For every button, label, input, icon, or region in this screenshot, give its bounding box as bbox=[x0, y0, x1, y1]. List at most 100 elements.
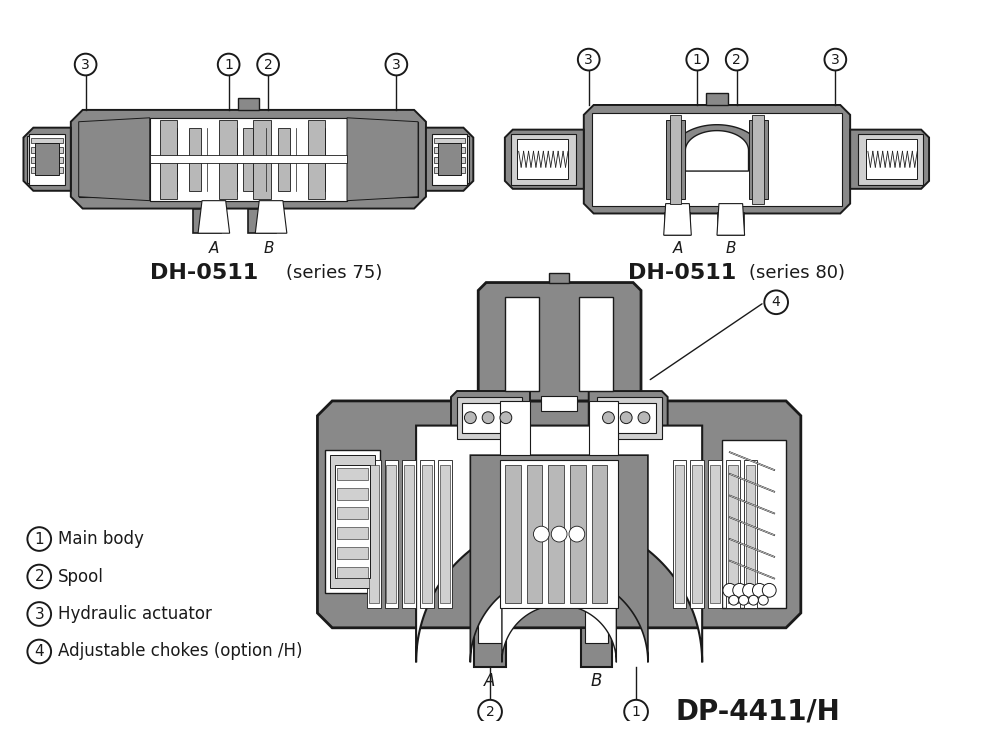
Bar bbox=[278, 128, 289, 191]
Bar bbox=[337, 527, 368, 539]
Bar bbox=[335, 465, 370, 579]
Text: 3: 3 bbox=[831, 52, 839, 66]
Bar bbox=[673, 460, 687, 608]
Circle shape bbox=[603, 412, 614, 424]
Text: 4: 4 bbox=[35, 644, 44, 659]
Bar bbox=[592, 113, 842, 206]
Circle shape bbox=[758, 596, 768, 605]
Bar bbox=[670, 115, 682, 203]
Bar bbox=[249, 208, 276, 233]
Bar bbox=[438, 144, 462, 175]
Circle shape bbox=[764, 290, 788, 314]
Polygon shape bbox=[686, 130, 748, 171]
Bar bbox=[32, 167, 62, 173]
Bar bbox=[752, 115, 764, 203]
Polygon shape bbox=[504, 130, 584, 189]
Circle shape bbox=[742, 583, 756, 597]
Bar bbox=[457, 397, 521, 440]
Text: Spool: Spool bbox=[58, 567, 104, 585]
Bar bbox=[709, 460, 721, 608]
Bar bbox=[438, 460, 452, 608]
Polygon shape bbox=[347, 118, 418, 200]
Bar bbox=[434, 136, 470, 183]
Polygon shape bbox=[850, 130, 930, 189]
Text: (series 75): (series 75) bbox=[285, 264, 383, 281]
Bar bbox=[369, 465, 379, 603]
Circle shape bbox=[825, 49, 846, 71]
Bar bbox=[479, 588, 501, 642]
Text: A: A bbox=[209, 241, 219, 255]
Text: Main body: Main body bbox=[58, 530, 144, 548]
Polygon shape bbox=[584, 105, 850, 214]
Bar bbox=[549, 273, 569, 283]
Bar bbox=[541, 396, 577, 410]
Bar bbox=[597, 397, 662, 440]
Circle shape bbox=[620, 412, 632, 424]
Circle shape bbox=[569, 526, 585, 542]
Polygon shape bbox=[256, 200, 286, 233]
Bar bbox=[385, 460, 398, 608]
Text: Hydraulic actuator: Hydraulic actuator bbox=[58, 605, 212, 623]
Bar bbox=[28, 136, 62, 183]
Bar bbox=[592, 465, 607, 603]
Polygon shape bbox=[416, 426, 703, 663]
Circle shape bbox=[28, 527, 52, 551]
Circle shape bbox=[385, 54, 407, 75]
Bar bbox=[721, 440, 786, 608]
Bar bbox=[579, 297, 613, 391]
Circle shape bbox=[449, 142, 463, 156]
Bar bbox=[337, 488, 368, 499]
Bar bbox=[307, 120, 325, 199]
Bar bbox=[711, 465, 719, 603]
Circle shape bbox=[722, 583, 736, 597]
Bar bbox=[160, 120, 177, 199]
Circle shape bbox=[687, 49, 709, 71]
Bar bbox=[193, 208, 221, 233]
Circle shape bbox=[551, 526, 567, 542]
Circle shape bbox=[465, 412, 477, 424]
Circle shape bbox=[35, 162, 49, 176]
Text: DH-0511: DH-0511 bbox=[628, 262, 736, 283]
Text: 1: 1 bbox=[224, 58, 233, 71]
Polygon shape bbox=[426, 128, 474, 191]
Bar bbox=[404, 465, 414, 603]
Circle shape bbox=[74, 54, 96, 75]
Text: B: B bbox=[725, 241, 736, 257]
Bar bbox=[402, 460, 416, 608]
Bar bbox=[337, 507, 368, 519]
Bar bbox=[219, 120, 237, 199]
Text: 3: 3 bbox=[392, 58, 400, 71]
Polygon shape bbox=[471, 455, 648, 663]
Circle shape bbox=[449, 162, 463, 176]
Bar bbox=[603, 403, 656, 434]
Polygon shape bbox=[451, 391, 529, 445]
Circle shape bbox=[732, 583, 746, 597]
Bar bbox=[675, 465, 685, 603]
Text: 2: 2 bbox=[732, 52, 741, 66]
Polygon shape bbox=[589, 391, 668, 445]
Bar bbox=[526, 465, 542, 603]
Bar bbox=[499, 460, 618, 608]
Bar bbox=[510, 133, 576, 185]
Bar bbox=[330, 455, 375, 588]
Text: (series 80): (series 80) bbox=[748, 264, 844, 281]
Circle shape bbox=[533, 526, 549, 542]
Bar bbox=[325, 451, 380, 593]
Bar bbox=[748, 120, 768, 199]
Bar bbox=[189, 128, 201, 191]
Circle shape bbox=[28, 639, 52, 663]
Text: 3: 3 bbox=[35, 607, 45, 622]
Bar bbox=[78, 122, 150, 197]
Polygon shape bbox=[78, 118, 150, 200]
Bar bbox=[665, 214, 691, 235]
Circle shape bbox=[28, 565, 52, 588]
Bar bbox=[693, 465, 703, 603]
Bar bbox=[367, 460, 381, 608]
Text: B: B bbox=[591, 672, 603, 690]
Bar bbox=[745, 465, 755, 603]
Bar bbox=[548, 465, 564, 603]
Circle shape bbox=[258, 54, 278, 75]
Bar bbox=[347, 122, 418, 197]
Text: 3: 3 bbox=[585, 52, 593, 66]
Polygon shape bbox=[673, 125, 761, 169]
